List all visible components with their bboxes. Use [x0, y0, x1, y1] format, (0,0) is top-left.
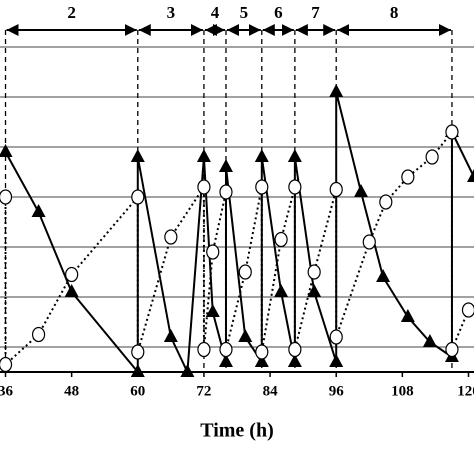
phase-label: 3	[167, 3, 176, 22]
triangle-marker	[180, 364, 195, 377]
triangle-marker	[254, 354, 269, 367]
triangle-marker	[218, 159, 233, 172]
triangle-marker	[163, 329, 178, 342]
triangle-marker	[307, 284, 322, 297]
circle-marker	[307, 264, 321, 280]
circle-marker	[131, 189, 145, 205]
x-tick-label: 36	[0, 383, 14, 399]
circle-marker	[206, 244, 220, 260]
triangle-marker	[31, 204, 46, 217]
phase-label: 6	[274, 3, 283, 22]
x-tick-label: 48	[64, 383, 79, 399]
triangle-marker	[329, 354, 344, 367]
triangle-marker	[205, 304, 220, 317]
circle-marker	[274, 231, 288, 248]
triangle-marker	[196, 149, 211, 162]
circle-marker	[329, 181, 343, 198]
circle-marker	[65, 266, 79, 283]
triangle-marker	[329, 84, 344, 97]
circle-marker	[219, 184, 233, 200]
circle-marker	[255, 344, 269, 360]
x-tick-label: 60	[130, 383, 145, 399]
x-tick-label: 84	[263, 383, 279, 399]
triangle-marker	[130, 364, 145, 377]
phase-label: 5	[240, 3, 249, 22]
circle-marker	[379, 194, 393, 210]
triangle-marker	[287, 149, 302, 162]
circle-marker	[219, 341, 233, 358]
x-axis-title: Time (h)	[200, 420, 274, 442]
series-line	[4, 91, 474, 376]
circle-marker	[445, 341, 459, 358]
circle-marker	[131, 344, 145, 360]
triangle-marker	[400, 309, 415, 322]
triangle-marker	[287, 354, 302, 367]
circle-marker	[401, 169, 415, 185]
phase-label: 8	[390, 3, 399, 22]
circle-marker	[445, 124, 459, 140]
circle-marker	[425, 149, 439, 165]
circle-marker	[288, 179, 302, 195]
circle-marker	[31, 326, 46, 343]
triangle-marker	[354, 184, 369, 197]
triangle-marker	[274, 284, 289, 297]
phase-label: 2	[67, 3, 76, 22]
triangle-marker	[422, 334, 437, 347]
circle-marker	[288, 341, 302, 358]
triangle-marker	[238, 329, 253, 342]
triangle-marker	[0, 144, 13, 157]
x-tick-label: 120	[457, 383, 474, 399]
x-tick-label: 108	[391, 383, 414, 399]
triangle-marker	[376, 269, 391, 282]
circle-marker	[0, 189, 13, 205]
phase-label: 7	[311, 3, 320, 22]
x-tick-label: 72	[196, 383, 211, 399]
circle-marker	[329, 329, 343, 345]
triangle-marker	[254, 149, 269, 162]
circle-marker	[362, 234, 376, 250]
triangle-marker	[467, 169, 474, 182]
triangle-marker	[130, 149, 145, 162]
triangle-marker	[64, 284, 79, 297]
phase-label: 4	[211, 3, 220, 22]
circle-marker	[164, 229, 178, 245]
circle-marker	[0, 356, 13, 373]
circle-marker	[197, 179, 211, 195]
x-tick-label: 96	[329, 383, 345, 399]
circle-marker	[197, 341, 211, 358]
series-line	[4, 129, 470, 367]
circle-marker	[461, 302, 474, 318]
circle-marker	[255, 179, 269, 195]
triangle-marker	[218, 354, 233, 367]
circle-marker	[238, 264, 252, 280]
